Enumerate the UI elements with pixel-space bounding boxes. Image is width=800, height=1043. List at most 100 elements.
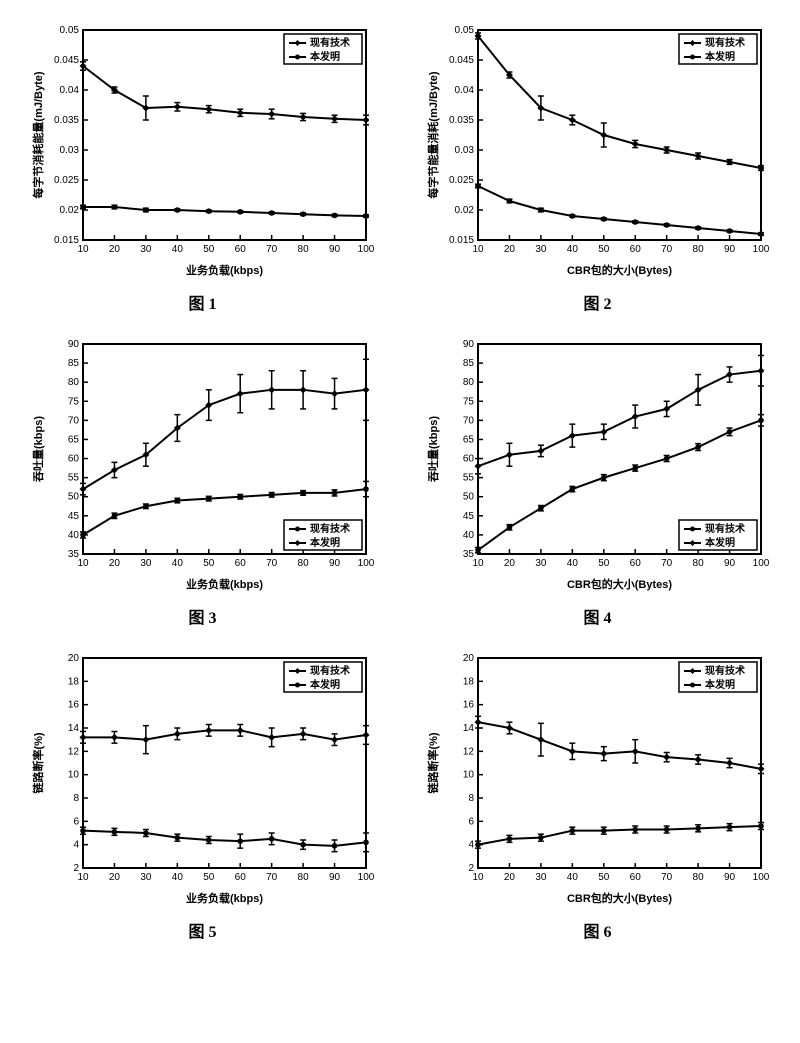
chart-f6: 1020304050607080901002468101214161820CBR… <box>423 648 773 908</box>
svg-text:60: 60 <box>629 244 641 255</box>
svg-text:12: 12 <box>462 746 474 757</box>
svg-text:20: 20 <box>503 872 515 883</box>
svg-text:60: 60 <box>234 558 246 569</box>
svg-text:40: 40 <box>566 872 578 883</box>
svg-text:10: 10 <box>472 244 484 255</box>
svg-text:80: 80 <box>297 872 309 883</box>
svg-text:6: 6 <box>468 816 474 827</box>
svg-text:65: 65 <box>67 434 79 445</box>
svg-text:40: 40 <box>462 530 474 541</box>
svg-text:18: 18 <box>67 676 79 687</box>
chart-svg: 1020304050607080901000.0150.020.0250.030… <box>423 20 773 280</box>
xlabel: CBR包的大小(Bytes) <box>566 263 671 277</box>
svg-text:80: 80 <box>692 872 704 883</box>
xlabel: CBR包的大小(Bytes) <box>566 577 671 591</box>
svg-text:100: 100 <box>357 558 374 569</box>
svg-text:本发明: 本发明 <box>310 678 340 691</box>
svg-text:0.05: 0.05 <box>454 25 474 36</box>
svg-text:80: 80 <box>692 244 704 255</box>
svg-text:30: 30 <box>140 872 152 883</box>
svg-text:65: 65 <box>462 434 474 445</box>
svg-text:18: 18 <box>462 676 474 687</box>
svg-text:55: 55 <box>462 473 474 484</box>
svg-text:70: 70 <box>661 244 673 255</box>
svg-text:90: 90 <box>723 558 735 569</box>
svg-text:4: 4 <box>73 840 79 851</box>
svg-text:50: 50 <box>203 244 215 255</box>
svg-text:30: 30 <box>535 244 547 255</box>
svg-text:90: 90 <box>67 339 79 350</box>
svg-text:50: 50 <box>203 558 215 569</box>
svg-text:本发明: 本发明 <box>705 50 735 63</box>
caption-f3: 图 3 <box>188 604 216 628</box>
svg-text:35: 35 <box>462 549 474 560</box>
svg-text:2: 2 <box>73 863 79 874</box>
svg-text:75: 75 <box>67 396 79 407</box>
caption-f4: 图 4 <box>583 604 611 628</box>
svg-text:30: 30 <box>535 872 547 883</box>
svg-text:80: 80 <box>462 377 474 388</box>
svg-text:现有技术: 现有技术 <box>310 36 350 49</box>
svg-text:0.015: 0.015 <box>448 235 473 246</box>
svg-text:8: 8 <box>468 793 474 804</box>
svg-text:10: 10 <box>77 244 89 255</box>
chart-f1: 1020304050607080901000.0150.020.0250.030… <box>28 20 378 280</box>
svg-text:100: 100 <box>357 872 374 883</box>
svg-text:100: 100 <box>357 244 374 255</box>
svg-text:80: 80 <box>692 558 704 569</box>
svg-text:20: 20 <box>503 244 515 255</box>
svg-text:0.02: 0.02 <box>454 205 474 216</box>
svg-text:0.02: 0.02 <box>59 205 79 216</box>
svg-text:10: 10 <box>67 770 79 781</box>
svg-text:0.04: 0.04 <box>454 85 474 96</box>
panel-f2: 1020304050607080901000.0150.020.0250.030… <box>415 20 780 314</box>
xlabel: 业务负载(kbps) <box>186 891 263 905</box>
chart-f3: 1020304050607080901003540455055606570758… <box>28 334 378 594</box>
svg-text:14: 14 <box>462 723 474 734</box>
xlabel: CBR包的大小(Bytes) <box>566 891 671 905</box>
svg-text:60: 60 <box>234 244 246 255</box>
svg-text:80: 80 <box>297 558 309 569</box>
chart-f5: 1020304050607080901002468101214161820业务负… <box>28 648 378 908</box>
xlabel: 业务负载(kbps) <box>186 263 263 277</box>
svg-text:0.03: 0.03 <box>59 145 79 156</box>
ylabel: 每字节能量消耗(mJ/Byte) <box>426 71 440 198</box>
panel-f1: 1020304050607080901000.0150.020.0250.030… <box>20 20 385 314</box>
chart-f2: 1020304050607080901000.0150.020.0250.030… <box>423 20 773 280</box>
svg-text:2: 2 <box>468 863 474 874</box>
svg-text:10: 10 <box>77 872 89 883</box>
svg-text:0.035: 0.035 <box>53 115 78 126</box>
svg-text:10: 10 <box>462 770 474 781</box>
svg-text:现有技术: 现有技术 <box>705 36 745 49</box>
svg-text:30: 30 <box>140 244 152 255</box>
svg-text:100: 100 <box>752 872 769 883</box>
svg-text:0.045: 0.045 <box>448 55 473 66</box>
svg-text:70: 70 <box>266 558 278 569</box>
svg-text:本发明: 本发明 <box>705 678 735 691</box>
svg-text:10: 10 <box>472 558 484 569</box>
svg-text:0.025: 0.025 <box>448 175 473 186</box>
svg-text:10: 10 <box>472 872 484 883</box>
svg-text:30: 30 <box>535 558 547 569</box>
svg-text:16: 16 <box>67 700 79 711</box>
svg-text:70: 70 <box>462 415 474 426</box>
svg-text:50: 50 <box>598 872 610 883</box>
svg-text:0.04: 0.04 <box>59 85 79 96</box>
svg-text:20: 20 <box>108 244 120 255</box>
svg-text:40: 40 <box>171 244 183 255</box>
ylabel: 每字节消耗能量(mJ/Byte) <box>31 71 45 198</box>
svg-text:60: 60 <box>67 454 79 465</box>
ylabel: 吞吐量(kbps) <box>31 416 45 482</box>
svg-text:70: 70 <box>67 415 79 426</box>
chart-svg: 1020304050607080901002468101214161820业务负… <box>28 648 378 908</box>
svg-text:80: 80 <box>67 377 79 388</box>
svg-text:20: 20 <box>462 653 474 664</box>
svg-text:60: 60 <box>629 872 641 883</box>
svg-text:现有技术: 现有技术 <box>310 664 350 677</box>
svg-text:现有技术: 现有技术 <box>705 522 745 535</box>
svg-text:16: 16 <box>462 700 474 711</box>
svg-text:14: 14 <box>67 723 79 734</box>
svg-text:40: 40 <box>67 530 79 541</box>
svg-text:40: 40 <box>171 558 183 569</box>
svg-text:6: 6 <box>73 816 79 827</box>
